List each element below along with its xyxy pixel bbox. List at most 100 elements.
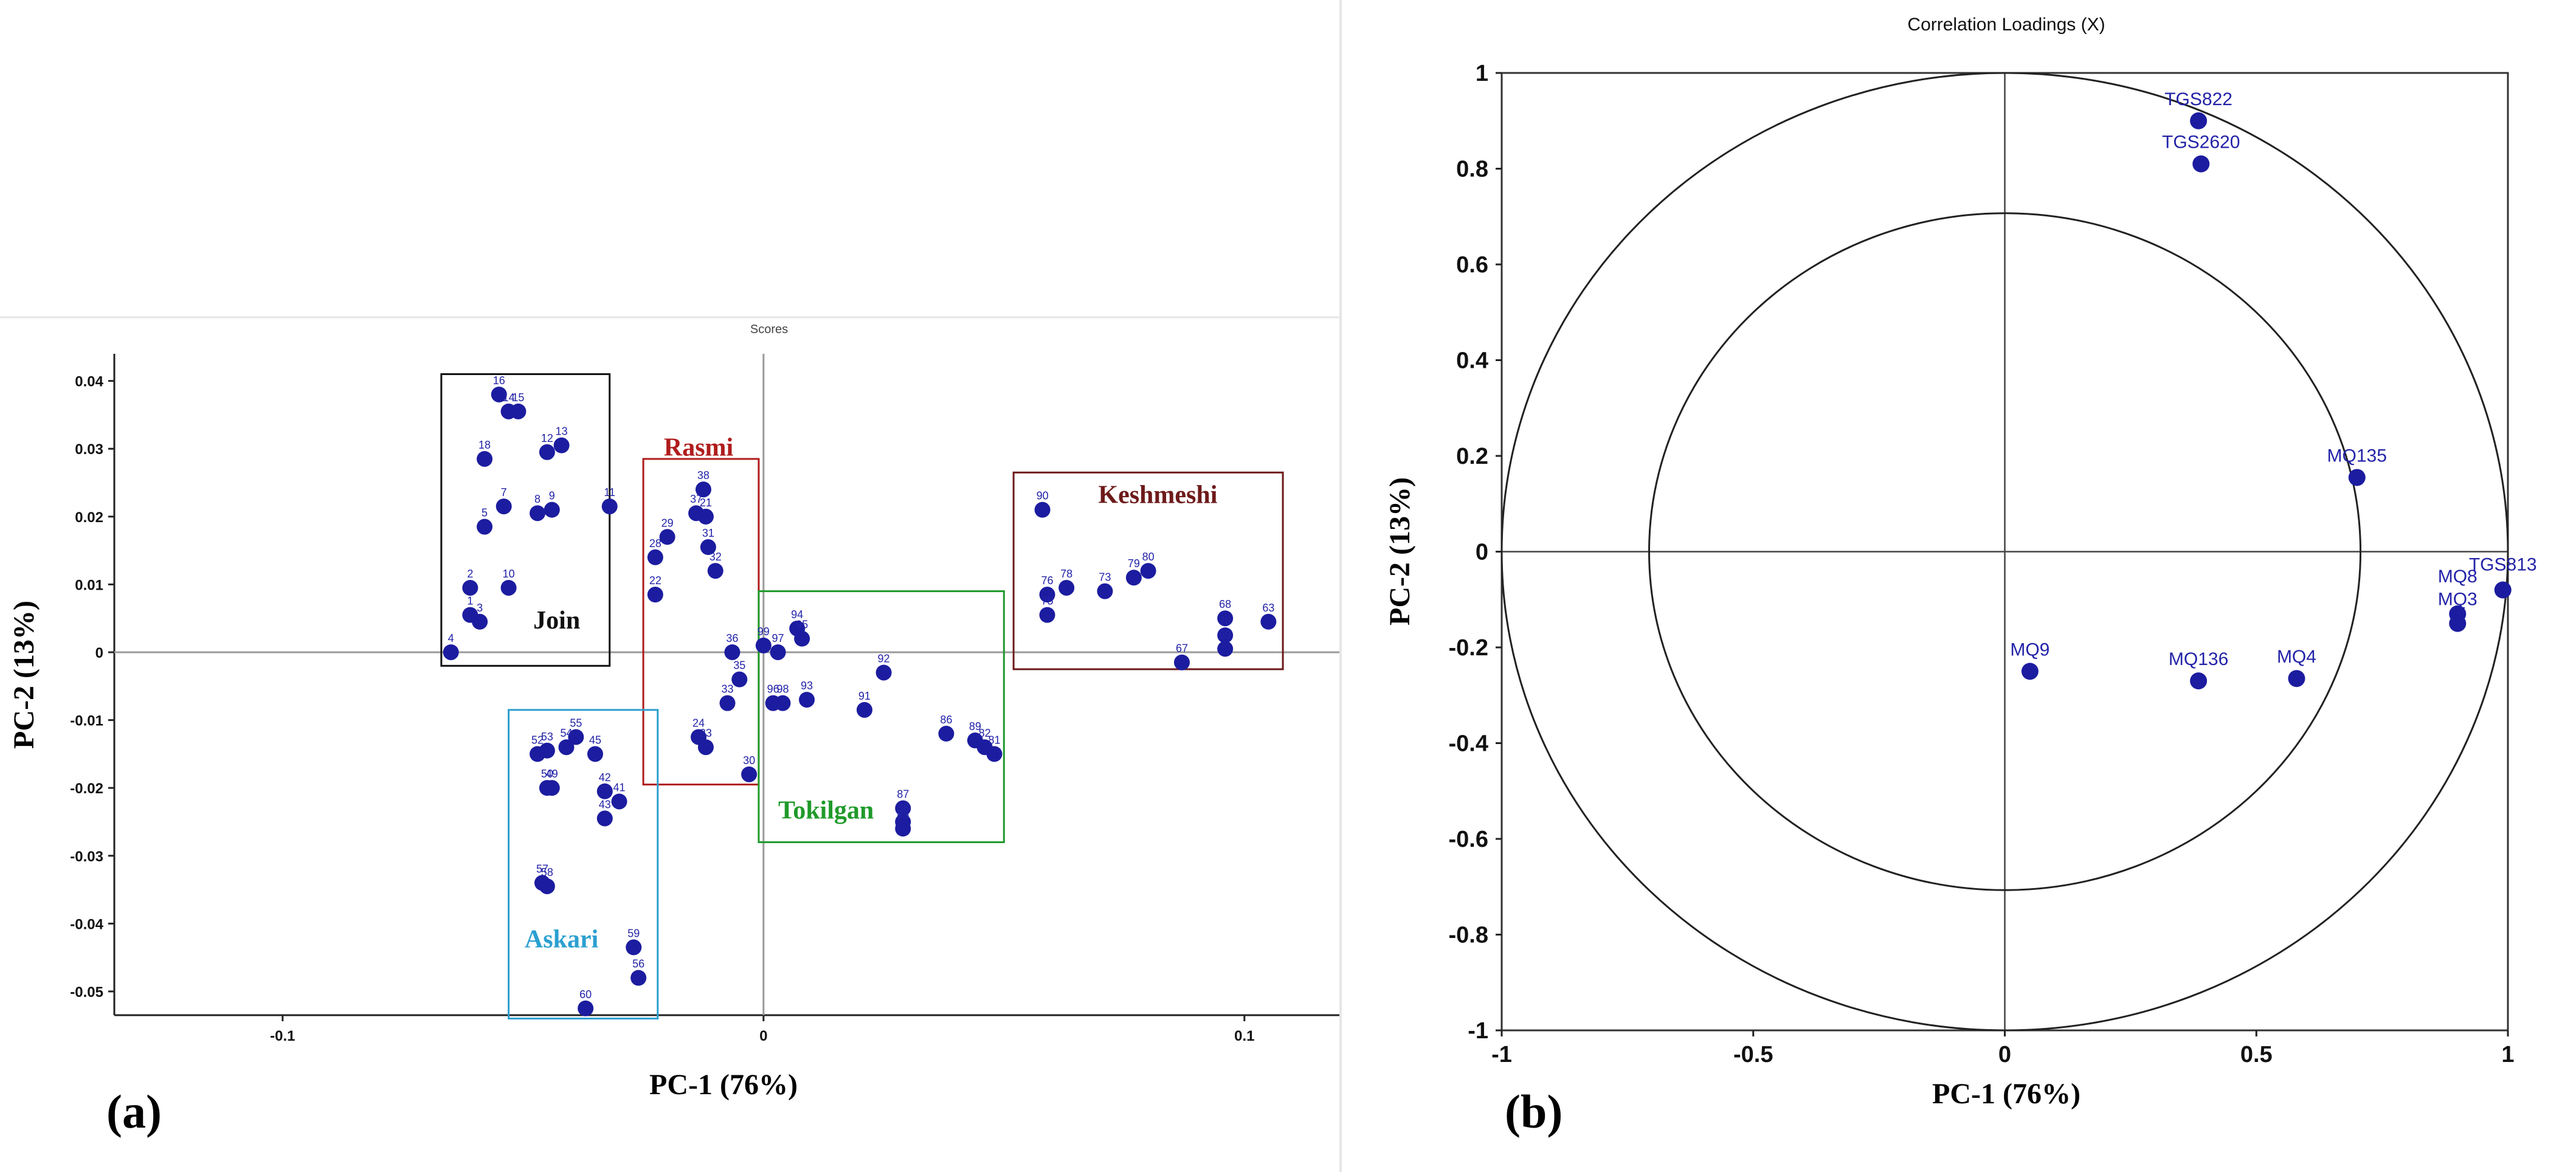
loading-point-label: TGS2620 xyxy=(2162,133,2240,153)
score-point-label: 91 xyxy=(858,690,871,702)
score-point-90 xyxy=(1034,502,1051,518)
scores-x-tick-label: 0 xyxy=(759,1028,767,1044)
score-point-label: 67 xyxy=(1176,643,1188,655)
score-point-label: 41 xyxy=(613,781,626,793)
score-point-label: 56 xyxy=(632,958,644,970)
score-point-label: 28 xyxy=(649,537,661,550)
score-point-45 xyxy=(587,746,603,762)
score-point-label: 15 xyxy=(512,391,524,404)
scores-group-boxes xyxy=(440,373,1284,1020)
loading-point-label: MQ9 xyxy=(2010,639,2049,660)
score-point-55 xyxy=(568,729,584,745)
score-point-label: 45 xyxy=(589,734,601,746)
loadings-y-tick-label: -0.8 xyxy=(1449,923,1488,948)
loading-point-tgs2620 xyxy=(2192,155,2210,173)
score-point-label: 97 xyxy=(772,632,784,644)
scores-y-tick-label: -0.02 xyxy=(70,781,103,797)
score-point-label: 11 xyxy=(604,486,615,498)
score-point-label: 32 xyxy=(710,551,722,563)
score-point-76 xyxy=(1039,587,1055,603)
score-point-87 xyxy=(895,800,911,816)
score-point-label: 80 xyxy=(1142,551,1155,563)
score-point-86 xyxy=(938,725,955,742)
score-point-41 xyxy=(611,793,627,810)
score-point-label: 16 xyxy=(493,374,505,387)
scores-panel-label: (a) xyxy=(106,1085,162,1138)
score-point-label: 8 xyxy=(534,493,540,505)
score-point-93 xyxy=(799,692,815,708)
score-point-21 xyxy=(697,508,714,525)
score-point-label: 43 xyxy=(599,798,611,810)
loadings-zero-lines xyxy=(1502,73,2508,1030)
loadings-panel-label: (b) xyxy=(1505,1085,1563,1138)
score-point-49 xyxy=(544,780,560,796)
score-point-label: 2 xyxy=(467,568,473,580)
score-point-label: 31 xyxy=(702,527,714,539)
score-point-99 xyxy=(755,637,772,653)
score-point-label: 68 xyxy=(1219,598,1231,610)
score-point-label: 86 xyxy=(940,714,952,726)
score-point-label: 60 xyxy=(579,988,592,1001)
score-point-13 xyxy=(553,437,570,453)
score-point-label: 5 xyxy=(482,507,488,519)
score-point-label: 18 xyxy=(478,439,491,451)
loadings-y-tick-label: 0.8 xyxy=(1456,157,1488,182)
score-point-8 xyxy=(530,505,546,522)
scores-y-tick-label: 0.01 xyxy=(75,577,103,593)
score-point-label: 70 xyxy=(1219,615,1231,627)
loading-point-label: TGS822 xyxy=(2164,89,2232,109)
score-point-label: 79 xyxy=(1128,557,1140,570)
scores-y-tick-label: 0.04 xyxy=(75,374,103,390)
score-point-42 xyxy=(596,783,613,799)
score-point-78 xyxy=(1058,579,1075,596)
score-point-1 xyxy=(462,607,478,623)
loading-point-tgs822 xyxy=(2190,112,2208,129)
score-point-81 xyxy=(986,746,1003,762)
loadings-y-tick-label: 0.4 xyxy=(1456,348,1488,374)
loadings-ticks: -1 -0.5 0 0.5 1 1 0.8 0.6 0.4 0.2 0 -0.2 -0.4 -0.6 -0.… xyxy=(1449,61,2515,1067)
score-point-30 xyxy=(741,766,758,782)
score-point-29 xyxy=(659,529,675,545)
inner-correlation-circle xyxy=(1648,212,2362,891)
score-point-23 xyxy=(697,739,714,756)
score-point-75 xyxy=(1039,607,1055,623)
group-label-askari: Askari xyxy=(525,925,599,953)
score-point-label: 37 xyxy=(690,493,702,505)
score-point-label: 78 xyxy=(1060,568,1072,580)
score-point-68 xyxy=(1217,610,1234,627)
score-point-label: 52 xyxy=(531,734,544,746)
score-point-label: 87 xyxy=(897,788,909,801)
score-point-label: 58 xyxy=(541,866,553,878)
score-point-label: 88 xyxy=(897,802,909,814)
loadings-y-tick-label: 0 xyxy=(1476,540,1488,565)
scores-y-tick-label: 0.02 xyxy=(75,509,103,526)
scores-x-tick-label: -0.1 xyxy=(270,1028,295,1044)
score-point-label: 12 xyxy=(541,432,553,444)
score-point-label: 21 xyxy=(700,497,712,509)
score-point-73 xyxy=(1097,583,1113,599)
loadings-y-tick-label: 0.2 xyxy=(1456,444,1488,469)
loadings-x-tick-label: 0.5 xyxy=(2240,1042,2273,1067)
score-point-4 xyxy=(443,644,459,660)
score-point-35 xyxy=(731,671,748,688)
scores-y-tick-label: -0.01 xyxy=(70,713,103,729)
loading-point-mq135 xyxy=(2348,469,2366,486)
score-point-15 xyxy=(510,403,527,419)
score-point-label: 81 xyxy=(988,734,1000,746)
loading-point-mq3 xyxy=(2449,615,2467,632)
loadings-x-tick-label: -0.5 xyxy=(1733,1042,1773,1067)
score-point-70 xyxy=(1217,627,1234,644)
loadings-y-tick-label: 1 xyxy=(1476,61,1488,86)
group-box-askari xyxy=(508,709,659,1020)
score-point-7 xyxy=(496,498,512,515)
score-point-label: 69 xyxy=(1219,629,1231,641)
score-point-label: 14 xyxy=(503,391,515,404)
score-point-label: 76 xyxy=(1041,574,1053,587)
score-point-60 xyxy=(578,1000,594,1016)
score-point-97 xyxy=(770,644,786,660)
loadings-y-tick-label: -0.2 xyxy=(1449,635,1488,661)
loading-point-label: TGS813 xyxy=(2469,555,2537,575)
score-point-11 xyxy=(601,498,618,515)
